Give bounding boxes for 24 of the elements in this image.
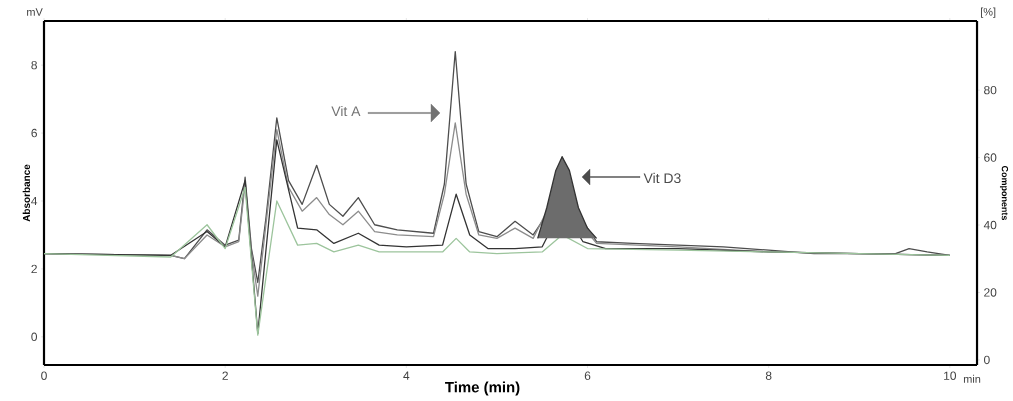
x-tick-label: 4 xyxy=(403,371,410,380)
annotation: Vit A xyxy=(331,105,361,117)
y-tick-label: 6 xyxy=(31,128,37,138)
x-tick-label: 8 xyxy=(765,371,772,380)
y2-tick-label: 40 xyxy=(983,220,997,230)
y-axis-title: Absorbance xyxy=(22,164,30,222)
x-tick-label: 0 xyxy=(41,371,47,380)
y-tick-label: 4 xyxy=(31,196,38,206)
text: [%] xyxy=(980,7,996,18)
x-tick-label: 2 xyxy=(222,371,228,380)
y-tick-label: 0 xyxy=(31,332,38,342)
text: min xyxy=(963,374,981,383)
x-axis-title: Time (min) xyxy=(445,381,520,396)
y2-tick-label: 60 xyxy=(984,153,997,162)
y2-tick-label: 80 xyxy=(984,85,997,95)
y2-axis-title: Components xyxy=(999,165,1009,221)
y-tick-label: 8 xyxy=(31,60,37,70)
x-tick-label: 10 xyxy=(944,371,957,380)
x-tick-label: 6 xyxy=(584,371,591,380)
annotation: Vit D3 xyxy=(643,172,681,184)
y2-tick-label: 0 xyxy=(984,355,990,365)
y2-tick-label: 20 xyxy=(984,288,997,297)
y-tick-label: 2 xyxy=(31,264,37,274)
text: mV xyxy=(27,8,43,16)
